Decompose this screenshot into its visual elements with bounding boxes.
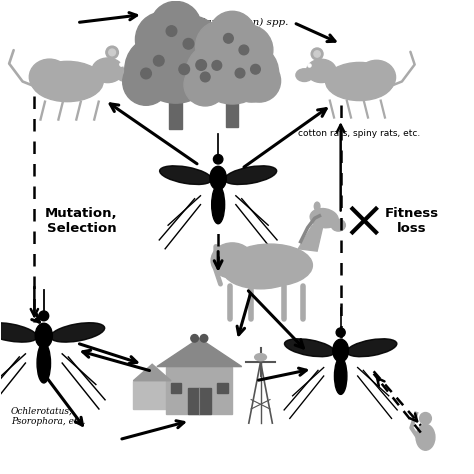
Ellipse shape [109, 49, 116, 56]
Ellipse shape [92, 58, 123, 82]
Ellipse shape [150, 1, 201, 52]
Ellipse shape [223, 25, 273, 75]
Ellipse shape [224, 34, 233, 43]
Ellipse shape [284, 339, 335, 357]
Ellipse shape [123, 59, 169, 105]
Ellipse shape [106, 46, 118, 59]
Ellipse shape [225, 44, 279, 102]
Ellipse shape [167, 37, 227, 101]
Circle shape [200, 335, 208, 342]
Ellipse shape [251, 64, 260, 74]
Bar [227, 89, 238, 127]
Ellipse shape [346, 339, 397, 357]
Ellipse shape [255, 354, 266, 361]
Ellipse shape [331, 219, 346, 231]
Ellipse shape [39, 311, 49, 321]
Ellipse shape [37, 343, 51, 383]
Bar [171, 383, 182, 392]
Ellipse shape [179, 64, 190, 74]
Ellipse shape [32, 61, 103, 101]
Ellipse shape [183, 38, 194, 49]
Ellipse shape [196, 60, 207, 70]
Polygon shape [298, 220, 324, 251]
Ellipse shape [212, 185, 225, 224]
Ellipse shape [213, 155, 223, 164]
Ellipse shape [133, 18, 218, 103]
Bar [133, 381, 171, 409]
Ellipse shape [117, 68, 135, 82]
Ellipse shape [160, 166, 212, 184]
Ellipse shape [141, 68, 151, 79]
Ellipse shape [336, 328, 345, 337]
Ellipse shape [184, 64, 227, 106]
Ellipse shape [201, 72, 210, 82]
Ellipse shape [224, 166, 277, 184]
Ellipse shape [194, 27, 271, 104]
Ellipse shape [311, 48, 323, 60]
Ellipse shape [29, 59, 70, 95]
Ellipse shape [50, 323, 105, 342]
Ellipse shape [235, 68, 245, 78]
Ellipse shape [182, 55, 229, 101]
Text: cotton rats, spiny rats, etc.: cotton rats, spiny rats, etc. [298, 129, 420, 138]
Bar [169, 86, 182, 128]
Text: Fitness
loss: Fitness loss [384, 207, 438, 235]
Ellipse shape [228, 244, 312, 286]
Ellipse shape [0, 323, 37, 342]
Ellipse shape [314, 51, 320, 57]
Ellipse shape [209, 11, 255, 58]
Text: Culex (Melanoconion) spp.: Culex (Melanoconion) spp. [148, 18, 288, 27]
Ellipse shape [238, 60, 281, 102]
Ellipse shape [416, 424, 435, 450]
Ellipse shape [186, 44, 240, 102]
Ellipse shape [154, 55, 164, 66]
Ellipse shape [310, 209, 338, 228]
Ellipse shape [35, 323, 52, 348]
Text: Mutation,
Selection: Mutation, Selection [45, 207, 118, 235]
Ellipse shape [357, 60, 396, 94]
Ellipse shape [419, 412, 431, 424]
Circle shape [191, 335, 198, 342]
Ellipse shape [314, 202, 320, 210]
Ellipse shape [335, 357, 347, 394]
Bar [217, 383, 228, 392]
Polygon shape [133, 364, 171, 381]
Ellipse shape [166, 26, 177, 36]
Ellipse shape [210, 166, 227, 190]
Ellipse shape [136, 12, 191, 67]
Ellipse shape [239, 45, 249, 55]
Ellipse shape [223, 251, 298, 289]
Text: Ochlerotatus,
Psorophora, etc.: Ochlerotatus, Psorophora, etc. [11, 406, 85, 426]
Bar [188, 388, 211, 414]
Ellipse shape [333, 339, 348, 362]
Ellipse shape [212, 61, 222, 70]
Ellipse shape [165, 16, 220, 72]
Ellipse shape [296, 69, 313, 82]
Ellipse shape [211, 243, 254, 278]
Ellipse shape [196, 21, 246, 71]
Ellipse shape [125, 37, 184, 101]
Bar [166, 366, 232, 414]
Ellipse shape [307, 59, 336, 82]
Ellipse shape [326, 63, 393, 100]
Polygon shape [157, 338, 242, 366]
